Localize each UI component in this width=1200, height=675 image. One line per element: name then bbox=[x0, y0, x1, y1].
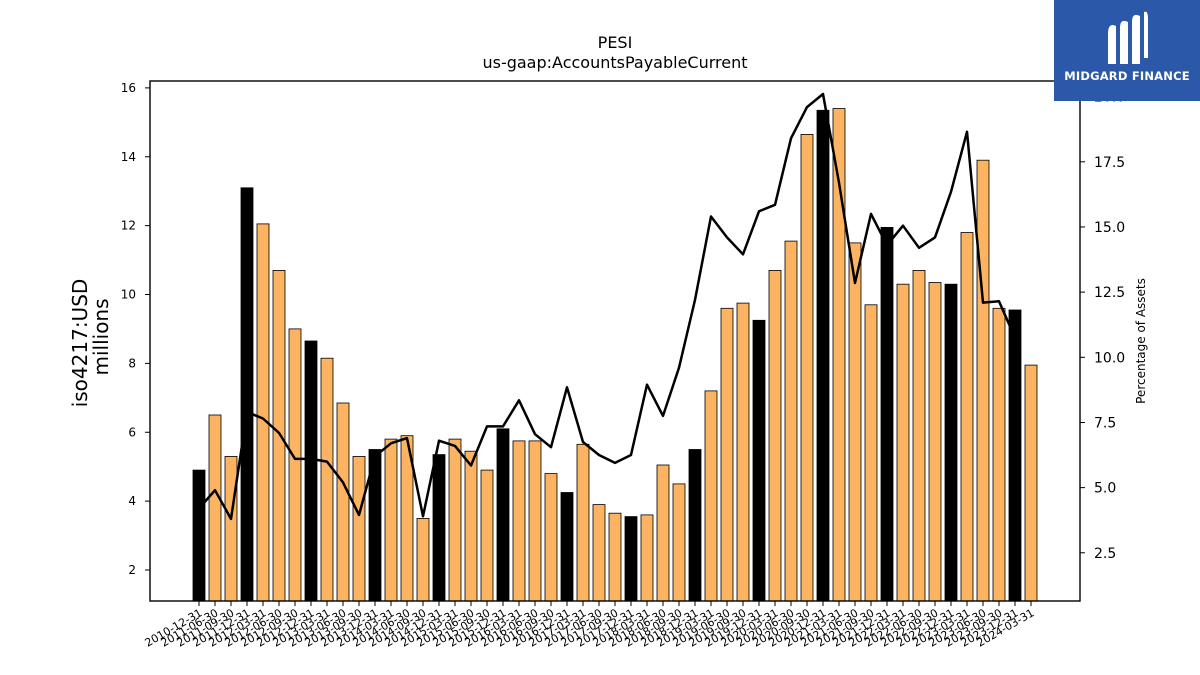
bar-2020-06-30 bbox=[800, 133, 814, 602]
logo-text: MIDGARD FINANCE bbox=[1064, 69, 1190, 83]
bar-2015-12-31 bbox=[512, 440, 526, 602]
bar-2012-12-31 bbox=[320, 357, 334, 602]
percent-of-assets-line bbox=[198, 92, 1017, 521]
bar-2016-09-30 bbox=[560, 492, 574, 602]
bar-2022-03-31 bbox=[912, 269, 926, 602]
y-tick-label: 2 bbox=[128, 563, 136, 577]
bar-2019-03-31 bbox=[720, 307, 734, 602]
bar-2017-06-30 bbox=[608, 512, 622, 602]
bar-2014-06-30 bbox=[416, 518, 430, 602]
bar-2012-09-30 bbox=[304, 340, 318, 602]
y2-tick-label: 10.0 bbox=[1094, 350, 1125, 366]
y2-tick-label: 5.0 bbox=[1094, 481, 1116, 497]
y-tick-label: 14 bbox=[121, 150, 136, 164]
y2-tick-label: 2.5 bbox=[1094, 546, 1116, 562]
y2-tick-label: 17.5 bbox=[1094, 155, 1125, 171]
bar-2013-03-31 bbox=[336, 402, 350, 602]
bar-2018-12-31 bbox=[704, 390, 718, 602]
bar-2019-06-30 bbox=[736, 302, 750, 602]
bar-2010-12-31 bbox=[192, 469, 206, 602]
bar-2018-03-31 bbox=[656, 464, 670, 602]
bar-2016-03-31 bbox=[528, 440, 542, 602]
y-tick-label: 12 bbox=[121, 219, 136, 233]
bar-2021-12-31 bbox=[896, 283, 910, 602]
bar-2020-09-30 bbox=[816, 109, 830, 602]
y-axis-label-line1: iso4217:USD bbox=[68, 279, 92, 408]
y2-tick-label: 7.5 bbox=[1094, 415, 1116, 431]
bar-2023-03-31 bbox=[976, 159, 990, 602]
bars-layer bbox=[192, 108, 1038, 602]
y-tick-label: 10 bbox=[121, 288, 136, 302]
bar-2012-06-30 bbox=[288, 328, 302, 602]
y2-tick-label: 15.0 bbox=[1094, 220, 1125, 236]
y2-axis-label: Percentage of Assets bbox=[1134, 278, 1148, 404]
chart-title: PESI bbox=[598, 33, 633, 52]
midgard-finance-logo: MIDGARD FINANCE bbox=[1054, 0, 1200, 101]
logo-mark-icon bbox=[1108, 11, 1148, 64]
bar-2015-03-31 bbox=[464, 450, 478, 602]
bar-2022-12-31 bbox=[960, 232, 974, 602]
bar-2018-09-30 bbox=[688, 449, 702, 602]
bar-2017-03-31 bbox=[592, 504, 606, 602]
bar-2015-09-30 bbox=[496, 428, 510, 602]
bar-2011-03-31 bbox=[208, 414, 222, 602]
bar-2021-09-30 bbox=[880, 226, 894, 602]
bar-2013-12-31 bbox=[384, 438, 398, 602]
y-tick-label: 8 bbox=[128, 356, 136, 370]
bar-2017-09-30 bbox=[624, 516, 638, 602]
bar-2022-09-30 bbox=[944, 283, 958, 602]
bar-2023-12-31 bbox=[1024, 364, 1038, 602]
bar-2023-06-30 bbox=[992, 307, 1006, 602]
line-layer bbox=[198, 92, 1017, 521]
bar-2019-12-31 bbox=[768, 269, 782, 602]
bar-2011-06-30 bbox=[224, 455, 238, 602]
bar-2021-06-30 bbox=[864, 304, 878, 602]
bar-2014-09-30 bbox=[432, 454, 446, 602]
chart-subtitle: us-gaap:AccountsPayableCurrent bbox=[482, 53, 747, 72]
bar-2019-09-30 bbox=[752, 319, 766, 602]
bar-2011-12-31 bbox=[256, 223, 270, 602]
bar-2013-06-30 bbox=[352, 455, 366, 602]
y-tick-label: 4 bbox=[128, 494, 136, 508]
bar-2022-06-30 bbox=[928, 282, 942, 602]
bar-2018-06-30 bbox=[672, 483, 686, 602]
bar-2014-12-31 bbox=[448, 438, 462, 602]
bar-2011-09-30 bbox=[240, 187, 254, 602]
y-tick-label: 16 bbox=[121, 81, 136, 95]
y2-tick-label: 12.5 bbox=[1094, 285, 1125, 301]
bar-2017-12-31 bbox=[640, 514, 654, 602]
bar-2023-09-30 bbox=[1008, 309, 1022, 602]
y-axis-label-line2: millions bbox=[89, 298, 113, 375]
y-tick-label: 6 bbox=[128, 425, 136, 439]
bar-2015-06-30 bbox=[480, 469, 494, 602]
bar-2016-06-30 bbox=[544, 473, 558, 602]
bar-2012-03-31 bbox=[272, 269, 286, 602]
bar-2016-12-31 bbox=[576, 443, 590, 602]
bar-2021-03-31 bbox=[848, 242, 862, 602]
bar-2020-03-31 bbox=[784, 240, 798, 602]
